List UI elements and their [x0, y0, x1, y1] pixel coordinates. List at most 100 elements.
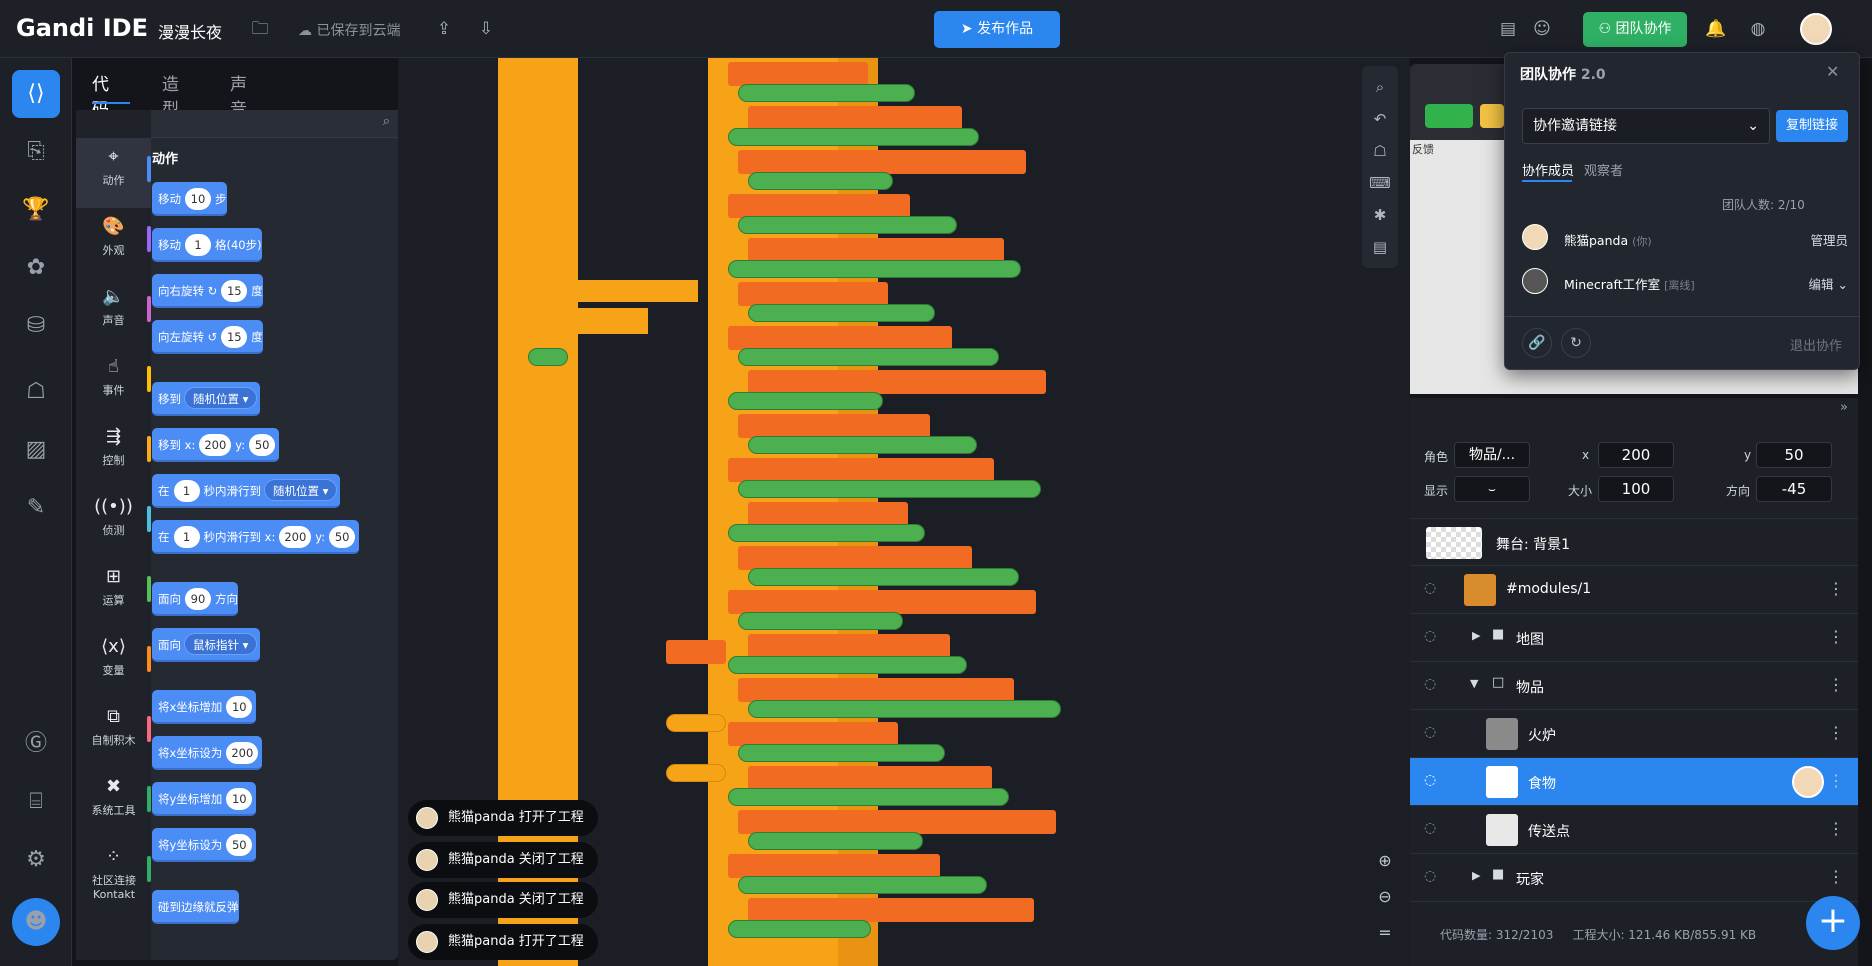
script-line[interactable]	[738, 348, 999, 366]
size-input[interactable]: 100	[1598, 476, 1674, 502]
script-line[interactable]	[748, 700, 1061, 718]
zoom-in-icon[interactable]: ⊕	[1378, 851, 1392, 870]
green-reporter[interactable]	[528, 348, 568, 366]
globe-icon[interactable]: ◍	[1750, 19, 1766, 39]
g-icon[interactable]: Ⓖ	[24, 731, 47, 756]
script-line[interactable]	[738, 84, 915, 102]
more-icon[interactable]: ⋮	[1828, 675, 1844, 694]
cat-operators[interactable]: ⊞ 运算	[76, 558, 151, 628]
blk-input[interactable]: 50	[329, 526, 356, 548]
expand-arrow-icon[interactable]: ▶	[1472, 629, 1481, 642]
eye-icon[interactable]: ◌	[1424, 628, 1437, 644]
tab-members[interactable]: 协作成员	[1522, 164, 1575, 179]
feedback-label[interactable]: 反馈	[1412, 143, 1434, 156]
zoom-reset-icon[interactable]: =	[1378, 923, 1392, 942]
block-goto-xy[interactable]: 移到 x: 200 y: 50	[152, 428, 280, 462]
badge-icon[interactable]: ✿	[26, 255, 46, 280]
script-line[interactable]	[728, 260, 1021, 278]
block-turn-left[interactable]: 向左旋转 ↺ 15 度	[152, 320, 263, 354]
script-line[interactable]	[748, 502, 908, 526]
blk-dropdown[interactable]: 随机位置 ▾	[184, 387, 258, 409]
blk-input[interactable]: 10	[226, 696, 253, 718]
x-input[interactable]: 200	[1598, 442, 1674, 468]
block-set-y[interactable]: 将y坐标设为 50	[152, 828, 257, 862]
document-icon[interactable]: ▤	[1372, 238, 1388, 256]
cat-my-blocks[interactable]: ⧉ 自制积木	[76, 698, 151, 768]
collapse-arrow-icon[interactable]: ▼	[1470, 677, 1479, 690]
more-icon[interactable]: ⋮	[1828, 867, 1844, 886]
script-line[interactable]	[748, 172, 893, 190]
trophy-icon[interactable]: 🏆	[22, 197, 50, 222]
script-line[interactable]	[748, 634, 950, 658]
add-sprite-button[interactable]: +	[1806, 896, 1860, 950]
folder-row[interactable]: ◌ ▶ ■ 玩家 ⋮	[1410, 854, 1858, 902]
more-icon[interactable]: ⋮	[1828, 819, 1844, 838]
zoom-out-icon[interactable]: ⊖	[1378, 887, 1392, 906]
loose-block[interactable]	[666, 714, 726, 732]
block-point-direction[interactable]: 面向 90 方向	[152, 582, 238, 616]
script-line[interactable]	[738, 876, 987, 894]
blk-input[interactable]: 50	[226, 834, 253, 856]
search-icon[interactable]: ⌕	[382, 114, 390, 129]
blk-dropdown[interactable]: 鼠标指针 ▾	[184, 633, 258, 655]
toolbox-icon[interactable]: ⌸	[29, 789, 43, 814]
import-icon[interactable]: ⎘	[27, 139, 45, 164]
block-glide[interactable]: 在 1 秒内滑行到 随机位置 ▾	[152, 474, 341, 508]
stage-row[interactable]: 舞台: 背景1	[1410, 518, 1858, 566]
cat-sound[interactable]: 🔈 声音	[76, 278, 151, 348]
cat-community[interactable]: ⁘ 社区连接 Kontakt	[76, 838, 151, 908]
sprite-row[interactable]: ◌ 火炉 ⋮	[1410, 710, 1858, 758]
blk-input[interactable]: 1	[173, 526, 200, 548]
script-line[interactable]	[738, 678, 1014, 702]
stop-button[interactable]	[1480, 104, 1504, 128]
script-line[interactable]	[728, 326, 952, 350]
block-change-x[interactable]: 将x坐标增加 10	[152, 690, 257, 724]
script-line[interactable]	[728, 524, 925, 542]
script-line[interactable]	[728, 128, 979, 146]
script-line[interactable]	[748, 370, 1046, 394]
script-line[interactable]	[738, 546, 972, 570]
cat-control[interactable]: ⇶ 控制	[76, 418, 151, 488]
blk-input[interactable]: 10	[226, 788, 253, 810]
expand-icon[interactable]: »	[1840, 400, 1848, 415]
block-move-grid[interactable]: 移动 1 格(40步)	[152, 228, 262, 262]
block-glide-xy[interactable]: 在 1 秒内滑行到 x: 200 y: 50	[152, 520, 360, 554]
script-line[interactable]	[738, 216, 957, 234]
project-name[interactable]: 漫漫长夜	[158, 23, 223, 42]
script-line[interactable]	[738, 612, 903, 630]
robot-icon[interactable]: ☖	[26, 379, 46, 404]
robot-icon[interactable]: ☖	[1373, 142, 1387, 160]
copy-link-button[interactable]: 复制链接	[1776, 110, 1848, 142]
cat-events[interactable]: ☝ 事件	[76, 348, 151, 418]
script-line[interactable]	[728, 854, 940, 878]
blk-input[interactable]: 15	[221, 280, 248, 302]
eye-icon[interactable]: ◌	[1424, 580, 1437, 596]
script-line[interactable]	[748, 304, 935, 322]
cat-motion[interactable]: ⌖ 动作	[76, 138, 151, 208]
cat-sensing[interactable]: ((•)) 侦测	[76, 488, 151, 558]
sprite-row-selected[interactable]: ◌ 食物 ⋮	[1410, 758, 1858, 806]
cat-system-tools[interactable]: ✖ 系统工具	[76, 768, 151, 838]
history-doc-icon[interactable]: ▤	[1499, 19, 1517, 39]
script-line[interactable]	[748, 898, 1034, 922]
loose-block[interactable]	[666, 764, 726, 782]
eye-icon[interactable]: ◌	[1424, 820, 1437, 836]
blk-input[interactable]: 90	[185, 588, 211, 610]
script-line[interactable]	[728, 392, 883, 410]
upload-icon[interactable]: ⇪	[436, 19, 452, 39]
folder-icon[interactable]: 🗀	[251, 19, 269, 39]
blk-input[interactable]: 200	[226, 742, 259, 764]
visibility-toggle[interactable]: ⌣	[1454, 476, 1530, 502]
member-role-select[interactable]: 编辑 ⌄	[1809, 274, 1848, 293]
script-line[interactable]	[728, 194, 910, 218]
script-line[interactable]	[748, 766, 992, 790]
more-icon[interactable]: ⋮	[1828, 579, 1844, 598]
download-icon[interactable]: ⇩	[478, 19, 494, 39]
tab-viewers[interactable]: 观察者	[1584, 164, 1624, 179]
y-input[interactable]: 50	[1756, 442, 1832, 468]
block-move[interactable]: 移动 10 步	[152, 182, 227, 216]
bug-icon[interactable]: ✱	[1373, 206, 1387, 224]
block-point-towards[interactable]: 面向 鼠标指针 ▾	[152, 628, 261, 662]
script-line[interactable]	[728, 656, 967, 674]
direction-input[interactable]: -45	[1756, 476, 1832, 502]
